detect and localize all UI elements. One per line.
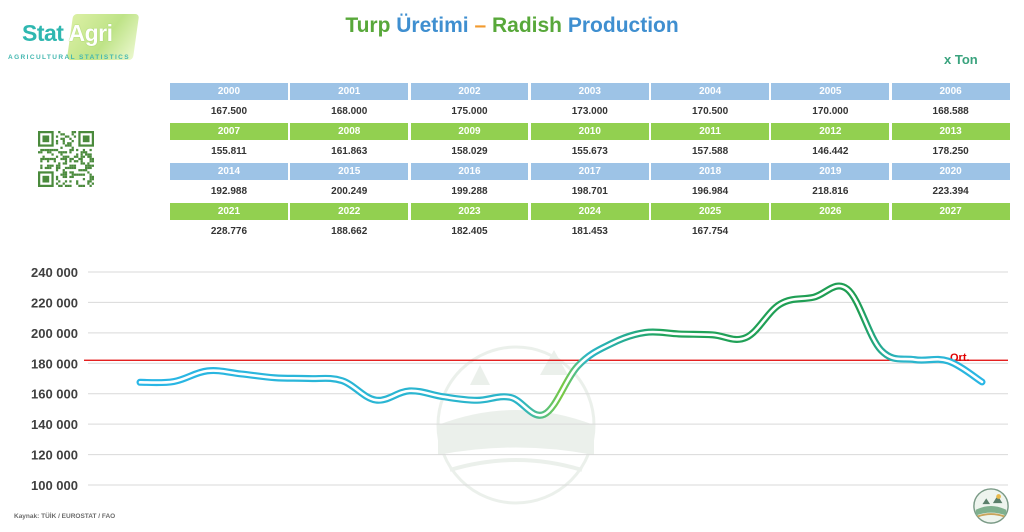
year-cell: 2018 (651, 163, 770, 180)
year-cell: 2002 (410, 83, 529, 100)
logo-word-stat: Stat (22, 20, 64, 46)
y-tick-label: 240 000 (31, 265, 78, 280)
value-cell: 175.000 (451, 106, 488, 117)
year-cell: 2013 (891, 123, 1010, 140)
year-cell: 2015 (290, 163, 409, 180)
production-curve-core (138, 284, 984, 417)
year-header-row: 2014 2015 2016 2017 2018 2019 2020 (170, 163, 1012, 180)
farm-watermark-icon (436, 345, 596, 505)
year-cell: 2016 (410, 163, 529, 180)
year-cell: 2001 (290, 83, 409, 100)
source-note: Kaynak: TÜİK / EUROSTAT / FAO (14, 513, 116, 520)
y-tick-label: 200 000 (31, 326, 78, 341)
production-curve-outline (136, 282, 986, 419)
value-cell: 167.754 (691, 226, 729, 237)
value-cell: 199.288 (451, 186, 488, 197)
value-cell: 170.000 (812, 106, 849, 117)
value-cell: 168.588 (932, 106, 969, 117)
year-cell: 2025 (651, 203, 770, 220)
farm-landscape-icon (973, 488, 1009, 524)
year-cell: 2004 (651, 83, 770, 100)
y-tick-label: 100 000 (31, 478, 78, 493)
y-tick-label: 180 000 (31, 356, 78, 371)
value-cell: 146.442 (812, 146, 849, 157)
title-radish: Radish (492, 14, 563, 37)
value-cell (892, 220, 1010, 243)
title-production: Production (567, 14, 679, 37)
year-cell: 2027 (891, 203, 1010, 220)
value-row: 155.811 161.863 158.029 155.673 157.588 146.4… (170, 140, 1012, 163)
year-cell: 2009 (410, 123, 529, 140)
page-title: Turp Üretimi – Radish Production (0, 14, 1024, 38)
value-cell (771, 220, 889, 243)
value-cell: 198.701 (571, 186, 608, 197)
year-cell: 2000 (170, 83, 288, 100)
value-cell: 178.250 (932, 146, 969, 157)
value-row: 228.776 188.662 182.405 181.453 167.754 (170, 220, 1012, 243)
year-cell: 2024 (530, 203, 649, 220)
year-cell: 2021 (170, 203, 288, 220)
value-cell: 223.394 (932, 186, 969, 197)
y-tick-label: 120 000 (31, 448, 78, 463)
value-cell: 173.000 (571, 106, 608, 117)
year-cell: 2023 (410, 203, 529, 220)
year-cell: 2005 (771, 83, 890, 100)
value-row: 167.500 168.000 175.000 173.000 170.500 170.0… (170, 100, 1012, 123)
value-cell: 228.776 (210, 226, 248, 237)
qr-code-icon (38, 131, 94, 187)
year-cell: 2003 (530, 83, 649, 100)
year-cell: 2019 (771, 163, 890, 180)
value-cell: 167.500 (210, 106, 248, 117)
value-cell: 181.453 (571, 226, 608, 237)
value-cell: 188.662 (331, 226, 368, 237)
stat-agri-logo: Stat Agri AGRICULTURAL STATISTICS (8, 14, 140, 64)
logo-word-agri: Agri (68, 20, 114, 46)
year-cell: 2014 (170, 163, 288, 180)
value-cell: 218.816 (812, 186, 849, 197)
value-cell: 196.984 (691, 186, 729, 197)
value-cell: 182.405 (451, 226, 488, 237)
logo-subtitle: AGRICULTURAL STATISTICS (8, 54, 130, 61)
value-cell: 161.863 (331, 146, 368, 157)
year-header-row: 2021 2022 2023 2024 2025 2026 2027 (170, 203, 1012, 220)
y-tick-label: 140 000 (31, 417, 78, 432)
year-cell: 2011 (651, 123, 770, 140)
production-line-chart: 240 000 220 000 200 000 180 000 160 000 140 0… (31, 265, 1008, 505)
unit-label: x Ton (944, 52, 978, 67)
year-cell: 2008 (290, 123, 409, 140)
value-cell: 158.029 (451, 146, 488, 157)
year-cell: 2006 (891, 83, 1010, 100)
value-cell: 170.500 (691, 106, 729, 117)
year-cell: 2007 (170, 123, 288, 140)
production-table: 2000 2001 2002 2003 2004 2005 2006 167.500 168.0… (170, 83, 1012, 243)
year-header-row: 2000 2001 2002 2003 2004 2005 2006 (170, 83, 1012, 100)
title-underline-dashes (290, 58, 890, 61)
year-cell: 2022 (290, 203, 409, 220)
title-uretimi: Üretimi (396, 14, 469, 37)
value-cell: 192.988 (210, 186, 248, 197)
title-turp: Turp (345, 14, 391, 37)
value-cell: 168.000 (331, 106, 368, 117)
year-cell: 2010 (530, 123, 649, 140)
title-separator: – (474, 14, 487, 37)
value-row: 192.988 200.249 199.288 198.701 196.984 218.8… (170, 180, 1012, 203)
value-cell: 200.249 (331, 186, 368, 197)
y-tick-label: 160 000 (31, 387, 78, 402)
value-cell: 155.673 (571, 146, 608, 157)
year-cell: 2026 (771, 203, 890, 220)
logo-wordmark: Stat Agri (22, 20, 113, 47)
year-cell: 2017 (530, 163, 649, 180)
year-cell: 2012 (771, 123, 890, 140)
value-cell: 155.811 (211, 146, 247, 157)
year-cell: 2020 (891, 163, 1010, 180)
value-cell: 157.588 (691, 146, 729, 157)
y-tick-label: 220 000 (31, 295, 78, 310)
year-header-row: 2007 2008 2009 2010 2011 2012 2013 (170, 123, 1012, 140)
